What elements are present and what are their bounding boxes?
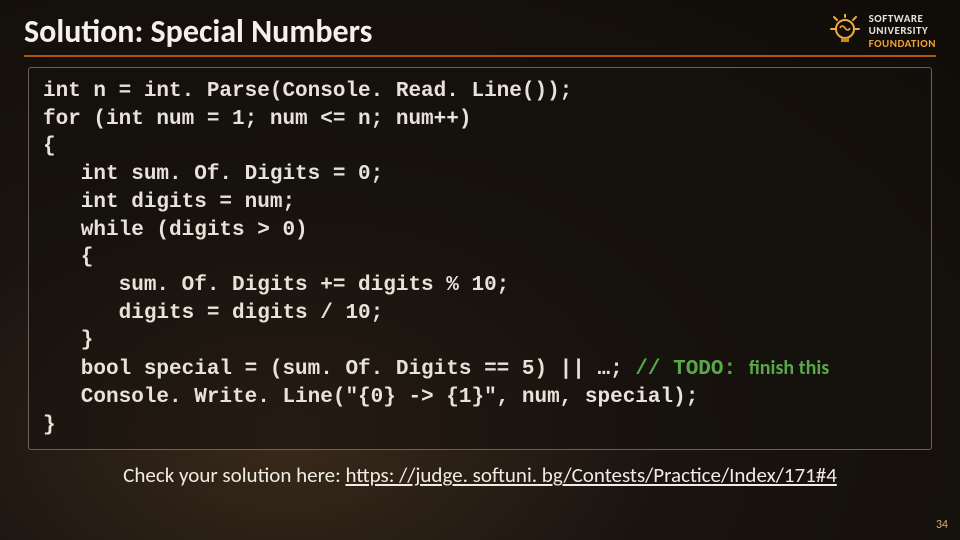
slide-container: Solution: Special Numbers SOFTWARE UNIVE… (0, 0, 960, 540)
code-line: bool special = (sum. Of. Digits == 5) ||… (43, 358, 635, 381)
code-line: sum. Of. Digits += digits % 10; (43, 274, 509, 297)
page-number: 34 (936, 518, 948, 532)
code-block: int n = int. Parse(Console. Read. Line()… (28, 67, 932, 450)
code-line: { (43, 246, 93, 269)
logo: SOFTWARE UNIVERSITY FOUNDATION (827, 13, 936, 49)
code-line: Console. Write. Line("{0} -> {1}", num, … (43, 386, 698, 409)
code-line: int digits = num; (43, 191, 295, 214)
title-row: Solution: Special Numbers SOFTWARE UNIVE… (24, 12, 936, 57)
logo-text: SOFTWARE UNIVERSITY FOUNDATION (869, 13, 936, 49)
code-comment-tail: finish this (749, 356, 830, 380)
code-line: } (43, 329, 93, 352)
footer-prefix: Check your solution here: (123, 462, 345, 488)
code-line: while (digits > 0) (43, 219, 308, 242)
code-line: } (43, 414, 56, 437)
logo-line3: FOUNDATION (869, 38, 936, 50)
code-line: int n = int. Parse(Console. Read. Line()… (43, 80, 572, 103)
logo-line2: UNIVERSITY (869, 25, 936, 37)
lightbulb-icon (827, 14, 863, 50)
solution-link[interactable]: https: //judge. softuni. bg/Contests/Pra… (345, 462, 836, 488)
code-line: for (int num = 1; num <= n; num++) (43, 108, 471, 131)
code-line: int sum. Of. Digits = 0; (43, 163, 383, 186)
slide-title: Solution: Special Numbers (24, 12, 372, 51)
code-line: { (43, 135, 56, 158)
code-line: digits = digits / 10; (43, 302, 383, 325)
footer-text: Check your solution here: https: //judge… (24, 462, 936, 488)
code-comment: // TODO: (635, 358, 748, 381)
code-content: int n = int. Parse(Console. Read. Line()… (43, 78, 917, 439)
